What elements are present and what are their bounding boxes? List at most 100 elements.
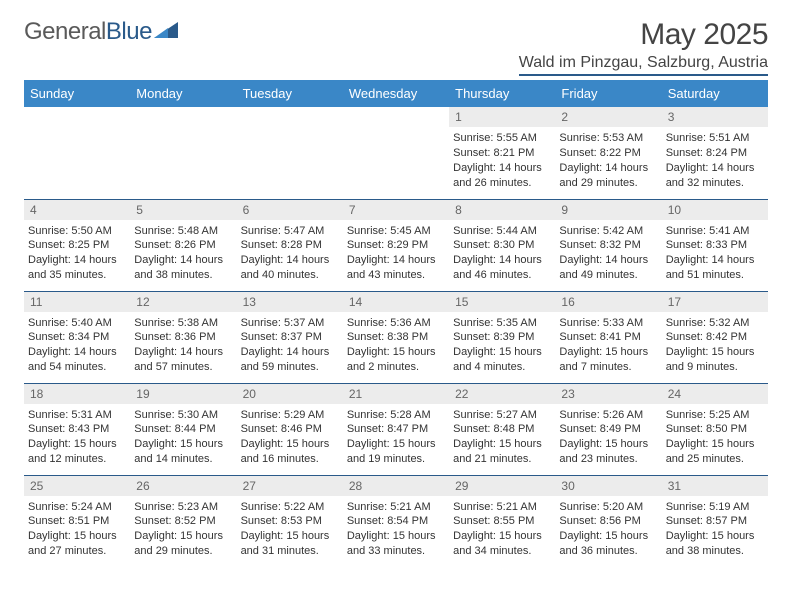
sunset-line: Sunset: 8:50 PM [666, 423, 747, 435]
calendar-week-row: 4Sunrise: 5:50 AMSunset: 8:25 PMDaylight… [24, 199, 768, 291]
daylight-line: Daylight: 14 hours and 29 minutes. [559, 162, 648, 189]
day-number: 14 [343, 292, 449, 312]
calendar-week-row: 1Sunrise: 5:55 AMSunset: 8:21 PMDaylight… [24, 107, 768, 199]
day-details: Sunrise: 5:27 AM Sunset: 8:48 PM Daylight:… [449, 404, 555, 469]
daylight-line: Daylight: 15 hours and 21 minutes. [453, 438, 542, 465]
calendar-day-cell: 19Sunrise: 5:30 AMSunset: 8:44 PMDayligh… [130, 383, 236, 475]
daylight-line: Daylight: 14 hours and 46 minutes. [453, 254, 542, 281]
day-details: Sunrise: 5:30 AMSunset: 8:44 PMDaylight:… [130, 404, 236, 469]
weekday-header: Saturday [662, 80, 768, 107]
daylight-line: Daylight: 15 hours and 7 minutes. [559, 346, 648, 373]
sunset-line: Sunset: 8:52 PM [134, 515, 215, 527]
daylight-line: Daylight: 15 hours and 4 minutes. [453, 346, 542, 373]
calendar-day-cell: 16Sunrise: 5:33 AMSunset: 8:41 PMDayligh… [555, 291, 661, 383]
logo-word2: Blue [106, 18, 152, 45]
sunset-line: Sunset: 8:34 PM [28, 331, 109, 343]
weekday-header: Sunday [24, 80, 130, 107]
calendar-day-cell [343, 107, 449, 199]
sunset-line: Sunset: 8:30 PM [453, 239, 534, 251]
logo-text: GeneralBlue [24, 18, 152, 46]
calendar-day-cell [237, 107, 343, 199]
calendar-day-cell: 15Sunrise: 5:35 AMSunset: 8:39 PMDayligh… [449, 291, 555, 383]
day-details: Sunrise: 5:26 AMSunset: 8:49 PMDaylight:… [555, 404, 661, 469]
sunrise-line: Sunrise: 5:48 AM [134, 225, 218, 237]
day-details: Sunrise: 5:38 AMSunset: 8:36 PMDaylight:… [130, 312, 236, 377]
calendar-day-cell: 26Sunrise: 5:23 AMSunset: 8:52 PMDayligh… [130, 475, 236, 567]
daylight-line: Daylight: 15 hours and 34 minutes. [453, 530, 542, 557]
sunrise-line: Sunrise: 5:25 AM [666, 409, 750, 421]
day-number: 16 [555, 292, 661, 312]
calendar-day-cell: 10Sunrise: 5:41 AMSunset: 8:33 PMDayligh… [662, 199, 768, 291]
calendar-day-cell: 31Sunrise: 5:19 AMSunset: 8:57 PMDayligh… [662, 475, 768, 567]
sunset-line: Sunset: 8:49 PM [559, 423, 640, 435]
daylight-line: Daylight: 14 hours and 35 minutes. [28, 254, 117, 281]
sunrise-line: Sunrise: 5:20 AM [559, 501, 643, 513]
day-details: Sunrise: 5:37 AMSunset: 8:37 PMDaylight:… [237, 312, 343, 377]
sunrise-line: Sunrise: 5:21 AM [453, 501, 537, 513]
day-details: Sunrise: 5:51 AMSunset: 8:24 PMDaylight:… [662, 127, 768, 192]
daylight-line: Daylight: 15 hours and 14 minutes. [134, 438, 223, 465]
day-number: 27 [237, 476, 343, 496]
day-details: Sunrise: 5:50 AMSunset: 8:25 PMDaylight:… [24, 220, 130, 285]
day-number: 21 [343, 384, 449, 404]
day-details: Sunrise: 5:21 AMSunset: 8:54 PMDaylight:… [343, 496, 449, 561]
calendar-day-cell: 18Sunrise: 5:31 AMSunset: 8:43 PMDayligh… [24, 383, 130, 475]
day-details: Sunrise: 5:20 AM Sunset: 8:56 PM Daylight:… [555, 496, 661, 561]
day-number: 31 [662, 476, 768, 496]
calendar-day-cell: 13Sunrise: 5:37 AMSunset: 8:37 PMDayligh… [237, 291, 343, 383]
sunset-line: Sunset: 8:21 PM [453, 147, 534, 159]
weekday-header: Tuesday [237, 80, 343, 107]
daylight-line: Daylight: 15 hours and 29 minutes. [134, 530, 223, 557]
daylight-line: Daylight: 15 hours and 25 minutes. [666, 438, 755, 465]
daylight-line: Daylight: 14 hours and 51 minutes. [666, 254, 755, 281]
daylight-line: Daylight: 15 hours and 27 minutes. [28, 530, 117, 557]
daylight-line: Daylight: 15 hours and 2 minutes. [347, 346, 436, 373]
daylight-line: Daylight: 14 hours and 49 minutes. [559, 254, 648, 281]
day-number: 30 [555, 476, 661, 496]
sunrise-line: Sunrise: 5:45 AM [347, 225, 431, 237]
day-number: 5 [130, 200, 236, 220]
sunset-line: Sunset: 8:56 PM [559, 515, 640, 527]
sunrise-line: Sunrise: 5:22 AM [241, 501, 325, 513]
daylight-line: Daylight: 15 hours and 36 minutes. [559, 530, 648, 557]
day-details: Sunrise: 5:41 AMSunset: 8:33 PMDaylight:… [662, 220, 768, 285]
sunset-line: Sunset: 8:39 PM [453, 331, 534, 343]
day-number: 28 [343, 476, 449, 496]
sunset-line: Sunset: 8:55 PM [453, 515, 534, 527]
sunset-line: Sunset: 8:26 PM [134, 239, 215, 251]
sunrise-line: Sunrise: 5:21 AM [347, 501, 431, 513]
sunrise-line: Sunrise: 5:38 AM [134, 317, 218, 329]
daylight-line: Daylight: 15 hours and 38 minutes. [666, 530, 755, 557]
day-number: 25 [24, 476, 130, 496]
daylight-line: Daylight: 14 hours and 43 minutes. [347, 254, 436, 281]
day-number: 26 [130, 476, 236, 496]
calendar-day-cell: 9Sunrise: 5:42 AMSunset: 8:32 PMDaylight… [555, 199, 661, 291]
sunrise-line: Sunrise: 5:31 AM [28, 409, 112, 421]
sunset-line: Sunset: 8:41 PM [559, 331, 640, 343]
daylight-line: Daylight: 15 hours and 33 minutes. [347, 530, 436, 557]
day-details: Sunrise: 5:28 AMSunset: 8:47 PMDaylight:… [343, 404, 449, 469]
sunrise-line: Sunrise: 5:50 AM [28, 225, 112, 237]
day-number: 22 [449, 384, 555, 404]
day-number: 19 [130, 384, 236, 404]
daylight-line: Daylight: 14 hours and 32 minutes. [666, 162, 755, 189]
daylight-line: Daylight: 15 hours and 31 minutes. [241, 530, 330, 557]
weekday-header: Thursday [449, 80, 555, 107]
day-details: Sunrise: 5:19 AMSunset: 8:57 PMDaylight:… [662, 496, 768, 561]
location: Wald im Pinzgau, Salzburg, Austria [519, 54, 768, 76]
day-number: 18 [24, 384, 130, 404]
day-number: 3 [662, 107, 768, 127]
calendar-day-cell: 11Sunrise: 5:40 AMSunset: 8:34 PMDayligh… [24, 291, 130, 383]
day-number: 23 [555, 384, 661, 404]
sunset-line: Sunset: 8:24 PM [666, 147, 747, 159]
weekday-header: Wednesday [343, 80, 449, 107]
day-details: Sunrise: 5:45 AMSunset: 8:29 PMDaylight:… [343, 220, 449, 285]
day-details: Sunrise: 5:48 AMSunset: 8:26 PMDaylight:… [130, 220, 236, 285]
day-number: 12 [130, 292, 236, 312]
sunrise-line: Sunrise: 5:27 AM [453, 409, 537, 421]
sunrise-line: Sunrise: 5:28 AM [347, 409, 431, 421]
daylight-line: Daylight: 15 hours and 16 minutes. [241, 438, 330, 465]
sunset-line: Sunset: 8:48 PM [453, 423, 534, 435]
sunset-line: Sunset: 8:57 PM [666, 515, 747, 527]
sunrise-line: Sunrise: 5:35 AM [453, 317, 537, 329]
